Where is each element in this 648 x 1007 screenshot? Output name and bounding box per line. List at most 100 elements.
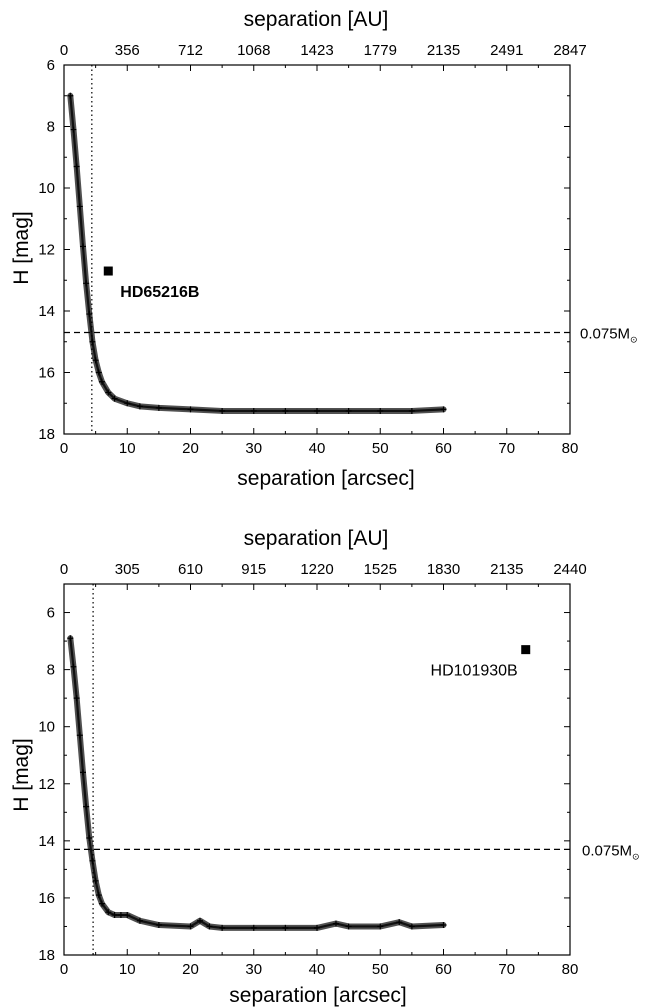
curve-point xyxy=(136,917,143,924)
y-tick-label: 12 xyxy=(38,242,55,259)
x-tick-label: 30 xyxy=(245,440,262,457)
x-tick-label: 70 xyxy=(498,961,515,978)
x-tick-label: 60 xyxy=(435,440,452,457)
curve-point xyxy=(124,400,131,407)
curve-band xyxy=(67,92,447,414)
x2-tick-label: 1068 xyxy=(237,42,270,59)
x-tick-label: 60 xyxy=(435,961,452,978)
top-axis-title: separation [AU] xyxy=(244,527,389,550)
chart-panel-bottom: separation [AU] separation [arcsec] H [m… xyxy=(10,527,640,1007)
curve-point xyxy=(250,407,257,414)
x2-tick-label: 0 xyxy=(60,561,68,578)
solar-symbol: ⊙ xyxy=(630,335,638,345)
curve-point xyxy=(219,924,226,931)
y-tick-label: 16 xyxy=(38,365,55,382)
x-tick-label: 0 xyxy=(60,440,68,457)
curve-point xyxy=(89,338,96,345)
curve-point xyxy=(396,919,403,926)
bottom-axis-title: separation [arcsec] xyxy=(229,984,406,1007)
x-tick-label: 40 xyxy=(309,961,326,978)
curve-point xyxy=(282,407,289,414)
tick-marks xyxy=(63,584,571,956)
x2-tick-label: 2135 xyxy=(490,561,523,578)
x-tick-label: 80 xyxy=(562,440,579,457)
detection-limit-curve xyxy=(67,635,447,931)
y-tick-labels: 6 8 10 12 14 16 18 xyxy=(38,605,55,964)
curve-point xyxy=(196,917,203,924)
mass-limit-text: 0.075M xyxy=(580,326,630,343)
x2-tick-label: 712 xyxy=(178,42,203,59)
curve-line xyxy=(69,95,444,413)
curve-point xyxy=(345,407,352,414)
curve-point xyxy=(136,403,143,410)
x2-tick-label: 1423 xyxy=(300,42,333,59)
curve-point xyxy=(314,924,320,931)
curve-point xyxy=(377,923,384,930)
x-tick-label: 50 xyxy=(372,440,389,457)
curve-point xyxy=(79,769,86,776)
curve-point xyxy=(282,924,289,931)
curve-point xyxy=(92,877,99,884)
curve-point xyxy=(111,395,118,402)
curve-point xyxy=(67,92,74,99)
curve-point xyxy=(314,407,320,414)
tick-marks xyxy=(63,64,571,435)
curve-point xyxy=(332,920,339,927)
companion-marker xyxy=(103,266,113,276)
curve-point xyxy=(440,922,447,929)
curve-point xyxy=(70,663,77,670)
x2-tick-label: 2491 xyxy=(490,42,523,59)
x2-tick-label: 1779 xyxy=(364,42,397,59)
curve-point xyxy=(250,924,257,931)
solar-symbol: ⊙ xyxy=(632,851,640,861)
bottom-axis-title: separation [arcsec] xyxy=(237,467,414,490)
curve-point xyxy=(67,635,74,642)
y-tick-label: 10 xyxy=(38,719,55,736)
detection-limit-curve xyxy=(67,92,447,414)
chart-panel-top: separation [AU] separation [arcsec] H [m… xyxy=(10,8,638,490)
curve-point xyxy=(76,732,83,739)
x-tick-label: 0 xyxy=(60,961,68,978)
y-tick-labels: 6 8 10 12 14 16 18 xyxy=(38,57,55,443)
curve-point xyxy=(92,357,99,364)
y-tick-label: 14 xyxy=(38,303,55,320)
y-tick-label: 18 xyxy=(38,947,55,964)
x2-tick-label: 1220 xyxy=(300,561,333,578)
y-tick-label: 18 xyxy=(38,426,55,443)
top-x-tick-labels: 0 356 712 1068 1423 1779 2135 2491 2847 xyxy=(60,42,587,59)
curve-point xyxy=(83,803,90,810)
x-tick-label: 30 xyxy=(245,961,262,978)
x-tick-label: 20 xyxy=(182,440,199,457)
curve-point xyxy=(187,923,194,930)
mass-limit-label: 0.075M⊙ xyxy=(582,842,640,861)
x2-tick-label: 915 xyxy=(241,561,266,578)
curve-point xyxy=(98,378,105,385)
curve-point xyxy=(95,892,102,899)
curve-point xyxy=(219,407,226,414)
curve-point xyxy=(377,407,384,414)
curve-point xyxy=(89,857,96,864)
curve-point xyxy=(440,406,447,413)
y-tick-label: 16 xyxy=(38,890,55,907)
x2-tick-label: 1830 xyxy=(427,561,460,578)
x-tick-label: 70 xyxy=(498,440,515,457)
mass-limit-text: 0.075M xyxy=(582,842,632,859)
y-tick-label: 8 xyxy=(47,662,55,679)
top-x-tick-labels: 0 305 610 915 1220 1525 1830 2135 2440 xyxy=(60,561,587,578)
x-tick-label: 80 xyxy=(562,961,579,978)
curve-point xyxy=(124,912,131,919)
curve-point xyxy=(98,900,105,907)
x2-tick-label: 610 xyxy=(178,561,203,578)
x-tick-label: 40 xyxy=(309,440,326,457)
y-tick-label: 6 xyxy=(47,57,55,74)
x2-tick-label: 0 xyxy=(60,42,68,59)
curve-point xyxy=(95,369,102,376)
curve-line xyxy=(69,638,444,929)
top-axis-title: separation [AU] xyxy=(244,8,389,31)
curve-point xyxy=(70,126,77,133)
curve-point xyxy=(187,406,194,413)
x-tick-label: 10 xyxy=(119,961,136,978)
y-tick-label: 10 xyxy=(38,180,55,197)
x2-tick-label: 1525 xyxy=(364,561,397,578)
y-axis-title: H [mag] xyxy=(10,211,33,285)
